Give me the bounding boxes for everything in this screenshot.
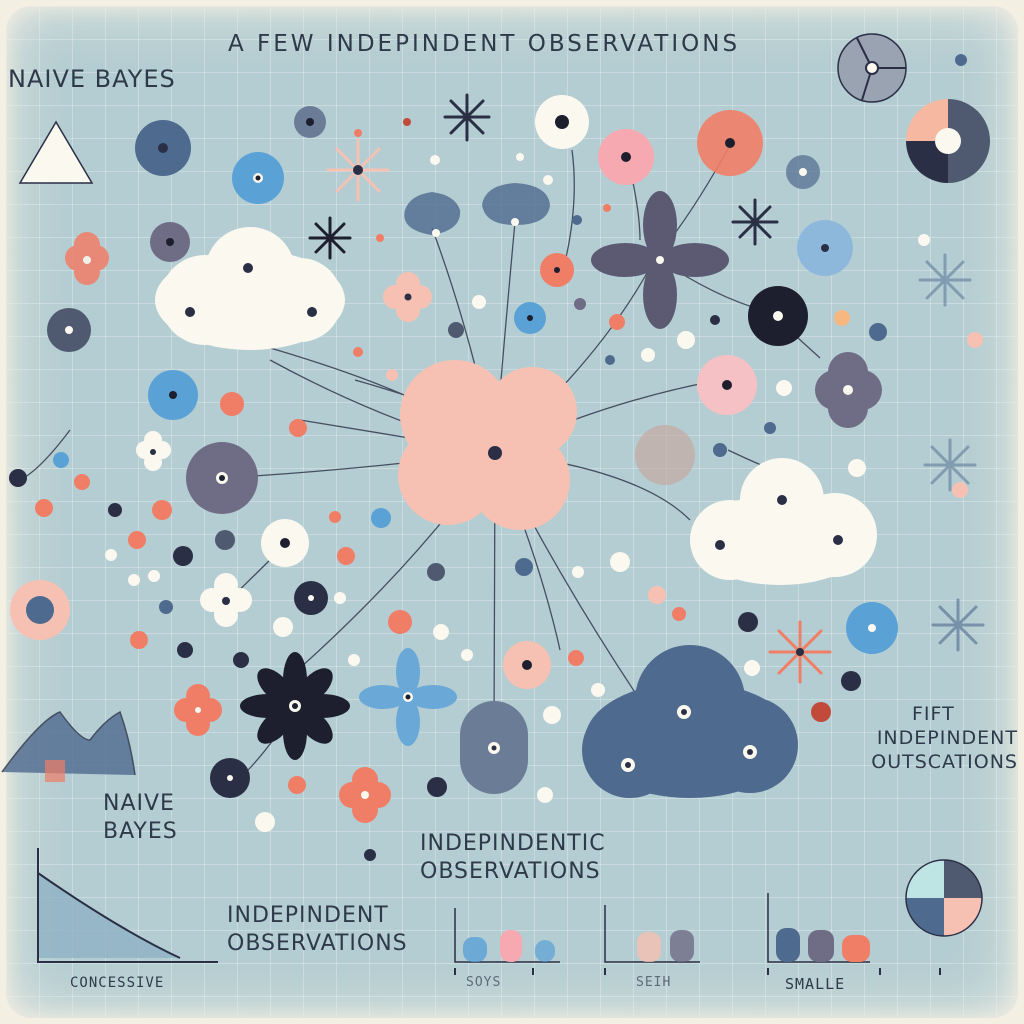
cloud-white-right [690, 458, 877, 585]
cloud-navy [582, 645, 798, 798]
mid-left-label-line1: NAIVE [103, 791, 175, 816]
center-label-line1: INDEPINDENTIC [420, 831, 606, 856]
axis-label-right: SMALLE [785, 975, 846, 993]
bottom-left-label-line1: INDEPINDENT [227, 903, 389, 928]
right-label-line2: INDEPINDENT [876, 726, 1018, 749]
fan-shapes [404, 183, 550, 794]
pie-charts [837, 33, 990, 937]
blue-flower [359, 648, 457, 746]
bar-charts [454, 893, 941, 975]
black-flower [240, 652, 350, 760]
top-title: A FEW INDEPINDENT OBSERVATIONS [228, 31, 741, 57]
area-chart [37, 848, 218, 963]
axis-label-mid2: SEIH [636, 975, 672, 990]
cloud-white-left [155, 227, 345, 350]
small-flowers [65, 232, 882, 823]
mid-left-label: NAIVE BAYES [103, 790, 178, 845]
purple-flower [591, 191, 729, 329]
right-label: FIFT INDEPINDENT OUTSCATIONS [856, 703, 1018, 774]
bottom-left-label: INDEPINDENT OBSERVATIONS [227, 902, 408, 957]
right-label-line3: OUTSCATIONS [871, 750, 1018, 773]
center-label: INDEPINDENTIC OBSERVATIONS [420, 830, 606, 885]
center-label-line2: OBSERVATIONS [420, 858, 601, 884]
top-left-title: NAIVE BAYES [8, 65, 176, 93]
right-label-line1: FIFT [912, 703, 955, 725]
central-flower [398, 360, 577, 530]
axis-label-left: CONCESSIVE [70, 975, 165, 991]
bottom-left-label-line2: OBSERVATIONS [227, 930, 408, 956]
axis-label-mid1: SOYS [466, 975, 502, 990]
starbursts [308, 93, 985, 684]
mid-left-label-line2: BAYES [103, 818, 178, 844]
mountain-line [1, 710, 136, 776]
triangle-shape [18, 120, 94, 184]
scattered-dots [9, 54, 983, 861]
eye-circles [10, 95, 898, 798]
